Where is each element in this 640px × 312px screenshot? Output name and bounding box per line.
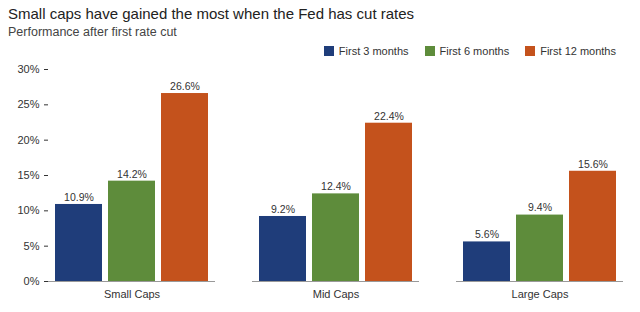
html-text:Performance after first rate c: Performance after first rate cut	[8, 25, 177, 39]
svg-text:14.2%: 14.2%	[117, 168, 147, 180]
html-text:First 12 months: First 12 months	[540, 45, 616, 57]
html-text:First 3 months: First 3 months	[338, 45, 409, 57]
svg-text:30%: 30%	[17, 63, 39, 75]
svg-text:10%: 10%	[17, 204, 39, 216]
svg-text:25%: 25%	[17, 98, 39, 110]
svg-text:9.2%: 9.2%	[271, 203, 295, 215]
svg-text:Large Caps: Large Caps	[512, 288, 569, 300]
svg-text:12.4%: 12.4%	[321, 180, 351, 192]
html-text:Small caps have gained the mos: Small caps have gained the most when the…	[8, 5, 415, 22]
html-text:First 6 months: First 6 months	[439, 45, 510, 57]
svg-text:5%: 5%	[24, 240, 40, 252]
svg-text:26.6%: 26.6%	[170, 80, 200, 92]
svg-text:20%: 20%	[17, 134, 39, 146]
svg-text:Mid Caps: Mid Caps	[313, 288, 360, 300]
svg-text:22.4%: 22.4%	[374, 110, 404, 122]
svg-text:0%: 0%	[24, 275, 40, 287]
svg-text:9.4%: 9.4%	[528, 201, 552, 213]
svg-text:Small Caps: Small Caps	[104, 288, 161, 300]
svg-text:15.6%: 15.6%	[578, 158, 608, 170]
svg-text:5.6%: 5.6%	[475, 228, 499, 240]
svg-text:10.9%: 10.9%	[64, 191, 94, 203]
svg-text:15%: 15%	[17, 169, 39, 181]
